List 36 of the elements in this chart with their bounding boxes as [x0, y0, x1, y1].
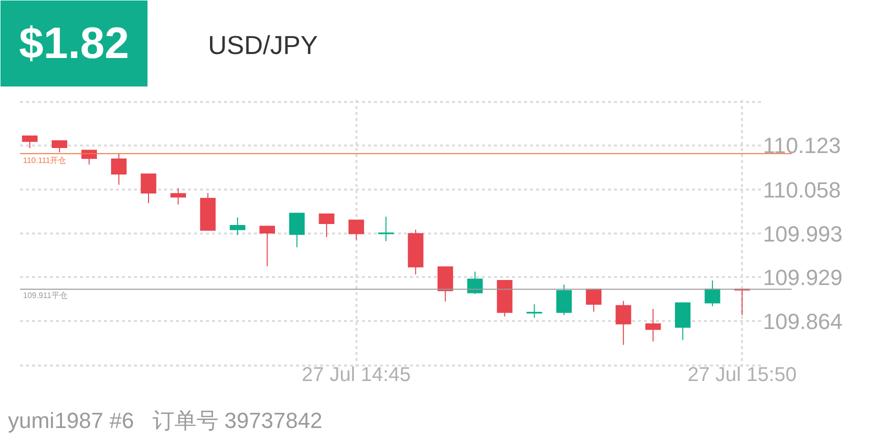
candlestick — [348, 220, 364, 240]
y-tick-label: 109.929 — [763, 264, 843, 290]
candlestick — [378, 216, 394, 242]
candlestick — [674, 302, 691, 341]
candlestick — [22, 135, 38, 149]
y-tick-label: 110.058 — [763, 177, 841, 202]
chart-title: USD/JPY — [208, 30, 318, 60]
candlestick — [200, 192, 216, 231]
candlestick — [111, 153, 127, 186]
candlestick — [170, 188, 186, 205]
candlestick — [556, 284, 572, 316]
candlestick — [52, 140, 68, 153]
candlestick — [140, 173, 156, 204]
candlestick — [586, 288, 602, 312]
ref-line-label: 109.911平仓 — [23, 291, 68, 300]
x-tick-label: 27 Jul 14:45 — [302, 364, 411, 386]
x-tick-label: 27 Jul 15:50 — [688, 364, 797, 386]
candlestick — [289, 212, 305, 248]
y-tick-label: 110.123 — [763, 133, 841, 158]
candlestick — [616, 300, 632, 346]
candlestick — [496, 280, 512, 317]
candlestick — [704, 280, 720, 307]
candlestick — [318, 213, 334, 238]
candlestick — [467, 271, 483, 295]
candlestick — [81, 150, 97, 165]
candlestick — [259, 226, 276, 267]
candlestick — [645, 308, 661, 342]
candlestick — [438, 266, 454, 302]
candlestick — [526, 304, 542, 318]
candlestick — [408, 229, 424, 275]
text: $1.82 — [19, 19, 130, 68]
y-tick-label: 109.993 — [763, 221, 843, 246]
y-tick-label: 109.864 — [763, 308, 843, 334]
text: yumi1987 #6 订单号 39737842 — [8, 408, 322, 433]
ref-line-label: 110.111开仓 — [23, 156, 66, 165]
candlestick — [230, 216, 246, 236]
